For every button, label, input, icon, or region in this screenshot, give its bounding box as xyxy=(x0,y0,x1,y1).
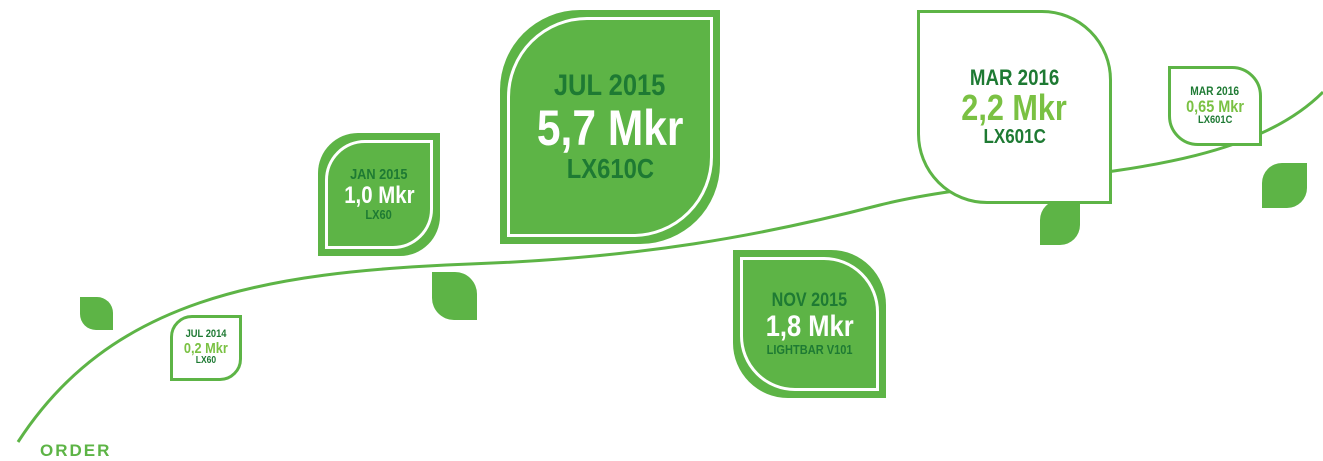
amount: 1,8 Mkr xyxy=(766,311,854,343)
date: NOV 2015 xyxy=(772,291,847,311)
milestone: MAR 2016 2,2 Mkr LX601C xyxy=(917,10,1112,204)
product: LX60 xyxy=(196,356,216,367)
axis-label: ORDER xyxy=(40,441,111,461)
amount: 0,2 Mkr xyxy=(184,341,228,357)
milestone: JUL 2015 5,7 Mkr LX610C xyxy=(500,10,720,244)
milestone: NOV 2015 1,8 Mkr LIGHTBAR V101 xyxy=(733,250,886,398)
leaf-deco xyxy=(1262,163,1307,208)
product: LX610C xyxy=(566,154,653,183)
product: LIGHTBAR V101 xyxy=(767,343,853,357)
product: LX601C xyxy=(983,127,1045,148)
product: LX60 xyxy=(366,208,392,222)
date: JUL 2015 xyxy=(554,70,666,102)
leaf-deco xyxy=(432,272,477,320)
leaf-deco xyxy=(1040,200,1080,245)
product: LX601C xyxy=(1198,115,1232,127)
milestone: JUL 2014 0,2 Mkr LX60 xyxy=(170,315,242,381)
amount: 5,7 Mkr xyxy=(537,102,683,155)
leaf-deco xyxy=(80,297,113,330)
date: JAN 2015 xyxy=(350,167,407,183)
milestone: JAN 2015 1,0 Mkr LX60 xyxy=(318,133,440,256)
date: MAR 2016 xyxy=(970,66,1059,89)
page: JUL 2014 0,2 Mkr LX60 JAN 2015 1,0 Mkr L… xyxy=(0,0,1323,461)
milestone: MAR 2016 0,65 Mkr LX601C xyxy=(1168,66,1262,146)
amount: 2,2 Mkr xyxy=(962,89,1067,127)
amount: 1,0 Mkr xyxy=(344,183,414,208)
amount: 0,65 Mkr xyxy=(1186,98,1244,116)
